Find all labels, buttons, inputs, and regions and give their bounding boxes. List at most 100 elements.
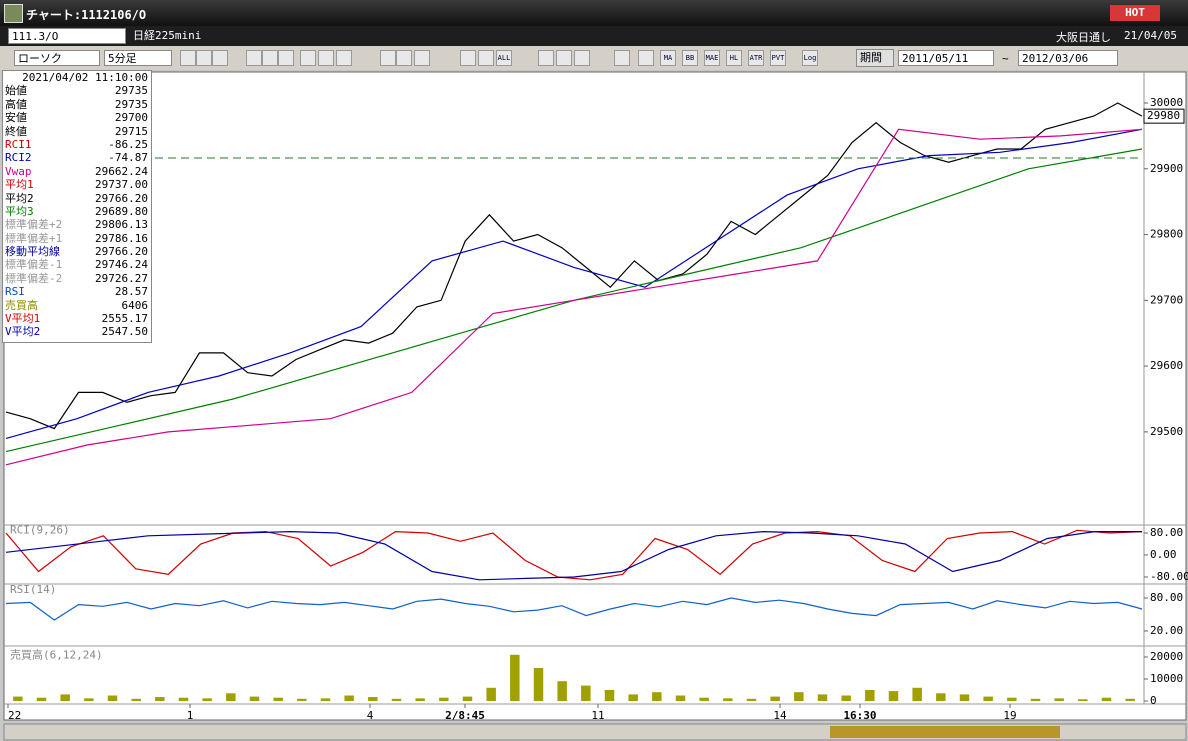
toolbar-button[interactable] — [300, 50, 316, 66]
toolbar-button[interactable] — [380, 50, 396, 66]
volume-bar — [226, 693, 236, 701]
volume-bar — [533, 668, 544, 701]
volume-bar — [510, 654, 520, 701]
series-line — [5, 102, 1143, 430]
toolbar-button[interactable]: ATR — [748, 50, 764, 66]
series-line — [5, 597, 1143, 621]
y-tick-label: 0 — [1150, 694, 1157, 707]
volume-bar — [13, 696, 23, 701]
volume-bar — [486, 687, 496, 701]
hot-button[interactable]: HOT — [1110, 5, 1160, 21]
toolbar-button[interactable] — [460, 50, 476, 66]
from-date[interactable]: 2011/05/11 — [898, 50, 994, 66]
series-line — [5, 529, 1143, 581]
info-value: 29689.80 — [95, 204, 148, 218]
volume-bar — [202, 698, 212, 701]
series-line — [5, 128, 1143, 466]
info-value: 29726.27 — [95, 271, 148, 285]
volume-bar — [604, 690, 615, 701]
info-value: 29786.16 — [95, 231, 148, 245]
toolbar-button[interactable]: HL — [726, 50, 742, 66]
toolbar-button[interactable] — [262, 50, 278, 66]
volume-bar — [1007, 697, 1017, 701]
interval-select[interactable]: 5分足 — [104, 50, 172, 66]
info-value: 29735 — [114, 84, 148, 98]
volume-bar — [107, 695, 118, 701]
toolbar-button[interactable] — [538, 50, 554, 66]
title-bar: チャート:1112106/O HOT — [0, 0, 1188, 26]
info-value: 29662.24 — [95, 164, 148, 178]
toolbar: ローソク 5分足 期間 2011/05/11 ~ 2012/03/06 ALL M… — [0, 46, 1188, 70]
volume-bar — [770, 696, 780, 701]
volume-bar — [723, 698, 733, 701]
volume-bar — [273, 697, 283, 701]
info-value: 29766.20 — [95, 191, 148, 205]
volume-bar — [1078, 699, 1088, 701]
volume-bar — [391, 698, 402, 701]
price-tag — [1143, 108, 1185, 124]
info-row: 標準偏差-2 29726.27 — [3, 272, 151, 285]
toolbar-button[interactable] — [246, 50, 262, 66]
info-label: 平均2 — [5, 191, 34, 205]
volume-bar — [841, 695, 851, 701]
info-row: 平均1 29737.00 — [3, 178, 151, 191]
volume-bar — [415, 698, 425, 701]
info-row: RSI 28.57 — [3, 285, 151, 298]
volume-bar — [320, 698, 331, 701]
period-button[interactable]: 期間 — [856, 49, 894, 67]
app-icon — [4, 4, 23, 23]
toolbar-button[interactable] — [318, 50, 334, 66]
chart-type-select[interactable]: ローソク — [14, 50, 100, 66]
to-date[interactable]: 2012/03/06 — [1018, 50, 1118, 66]
info-row: 始値 29735 — [3, 84, 151, 97]
y-tick-label: -80.00 — [1150, 570, 1188, 583]
volume-bar — [983, 696, 993, 701]
code-input[interactable]: 111.3/O — [8, 28, 126, 44]
volume-bar — [581, 685, 591, 701]
toolbar-button[interactable] — [396, 50, 412, 66]
x-tick-label: 1 — [187, 709, 194, 722]
x-tick-label: 11 — [591, 709, 604, 722]
toolbar-button[interactable] — [638, 50, 654, 66]
y-tick-label: 29800 — [1150, 228, 1183, 241]
toolbar-button[interactable]: Log — [802, 50, 818, 66]
info-value: 29715 — [114, 124, 148, 138]
toolbar-button[interactable] — [180, 50, 196, 66]
info-value: -74.87 — [108, 151, 148, 165]
info-value: 6406 — [121, 298, 149, 312]
x-tick-label: 16:30 — [843, 709, 876, 722]
toolbar-button[interactable]: ALL — [496, 50, 512, 66]
instrument-name: 日経225mini 06 — [133, 29, 202, 58]
x-tick-label: 14 — [773, 709, 787, 722]
info-label: 標準偏差-1 — [5, 258, 63, 272]
toolbar-button[interactable] — [212, 50, 228, 66]
info-label: RSI — [5, 285, 25, 299]
toolbar-button[interactable] — [336, 50, 352, 66]
info-row: 安値 29700 — [3, 111, 151, 124]
volume-bar — [249, 696, 260, 701]
info-label: 高値 — [5, 97, 27, 111]
toolbar-button[interactable] — [478, 50, 494, 66]
volume-bar — [178, 697, 189, 701]
info-label: 移動平均線 — [5, 245, 60, 259]
toolbar-button[interactable]: MAE — [704, 50, 720, 66]
volume-bar — [462, 696, 473, 701]
info-value: 29766.20 — [95, 245, 148, 259]
volume-bar — [1030, 698, 1041, 701]
toolbar-button[interactable] — [196, 50, 212, 66]
y-tick-label: 29500 — [1150, 425, 1183, 438]
toolbar-button[interactable]: MA — [660, 50, 676, 66]
info-row: V平均1 2555.17 — [3, 312, 151, 325]
info-value: 29806.13 — [95, 218, 148, 232]
toolbar-button[interactable] — [414, 50, 430, 66]
toolbar-button[interactable] — [278, 50, 294, 66]
tilde: ~ — [1002, 52, 1009, 65]
toolbar-button[interactable] — [574, 50, 590, 66]
panel-title: RCI(9,26) — [10, 524, 70, 537]
volume-bar — [959, 694, 970, 701]
toolbar-button[interactable] — [556, 50, 572, 66]
series-line — [5, 128, 1143, 439]
toolbar-button[interactable]: PVT — [770, 50, 786, 66]
toolbar-button[interactable] — [614, 50, 630, 66]
toolbar-button[interactable]: BB — [682, 50, 698, 66]
